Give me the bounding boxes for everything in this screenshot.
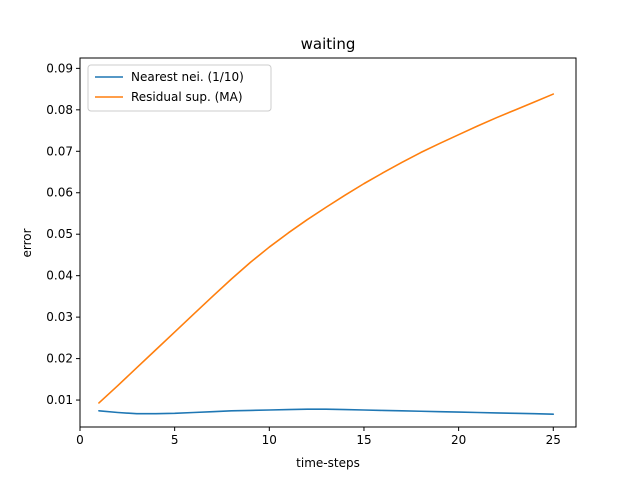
y-tick-label: 0.08 xyxy=(46,103,73,117)
x-tick-label: 0 xyxy=(76,433,84,447)
x-tick-label: 15 xyxy=(356,433,371,447)
y-axis-label: error xyxy=(20,228,34,257)
y-tick-label: 0.02 xyxy=(46,352,73,366)
x-tick-label: 25 xyxy=(546,433,561,447)
y-tick-label: 0.04 xyxy=(46,269,73,283)
legend-label-0: Nearest nei. (1/10) xyxy=(131,70,244,84)
x-axis-label: time-steps xyxy=(296,456,360,470)
axes-ticks: 0 5 10 15 20 25 0.01 0.02 0.03 0.04 0.05 0.06 0.07 0.… xyxy=(46,61,561,447)
x-tick-label: 5 xyxy=(171,433,179,447)
y-tick-label: 0.03 xyxy=(46,310,73,324)
y-tick-label: 0.06 xyxy=(46,186,73,200)
plot-area xyxy=(98,93,555,415)
y-tick-label: 0.07 xyxy=(46,144,73,158)
legend-label-1: Residual sup. (MA) xyxy=(131,90,243,104)
y-tick-label: 0.09 xyxy=(46,61,73,75)
x-tick-label: 20 xyxy=(451,433,466,447)
legend: Nearest nei. (1/10) Residual sup. (MA) xyxy=(87,64,272,112)
y-tick-label: 0.01 xyxy=(46,393,73,407)
legend-box xyxy=(87,64,272,112)
chart-title: waiting xyxy=(301,35,356,53)
series-line-1 xyxy=(98,93,555,404)
y-tick-label: 0.05 xyxy=(46,227,73,241)
plot-frame xyxy=(79,57,577,428)
series-line-0 xyxy=(98,408,555,415)
x-tick-label: 10 xyxy=(262,433,277,447)
